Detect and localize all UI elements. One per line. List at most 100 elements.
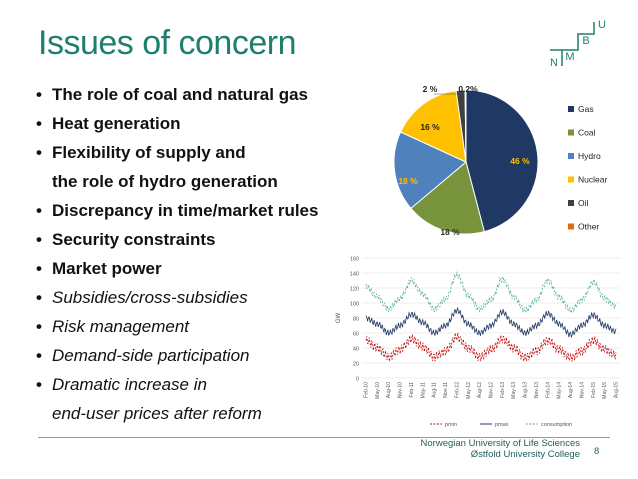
y-tick-label: 60 (353, 332, 359, 338)
chart-background (330, 250, 625, 432)
x-tick-label: Feb-10 (364, 382, 370, 398)
legend-label-other: Other (578, 222, 599, 232)
bullet-symbol: • (36, 230, 42, 249)
x-tick-label: May-10 (375, 382, 381, 399)
energy-mix-pie-chart: 46 % 18 % 18 % 16 % 2 % 0.2% Gas Coal Hydro Nucle… (393, 84, 607, 237)
x-tick-label: Aug-13 (523, 382, 529, 398)
bullet-list: • The role of coal and natural gas • Heat g… (36, 80, 318, 428)
logo-letter: N (550, 57, 558, 69)
bullet-item: end-user prices after reform (36, 399, 318, 428)
bullet-symbol: • (36, 201, 42, 220)
x-tick-label: Feb-13 (500, 382, 506, 398)
bullet-item: • Subsidies/cross-subsidies (36, 283, 318, 312)
footer: Norwegian University of Life Sciences Øs… (420, 438, 580, 460)
y-tick-label: 100 (350, 302, 359, 308)
footer-institution-1: Norwegian University of Life Sciences (420, 438, 580, 449)
y-tick-label: 20 (353, 362, 359, 368)
legend-label-consumption: consumption (541, 422, 572, 428)
pie-label-other: 0.2% (458, 84, 478, 94)
x-tick-label: Aug-10 (386, 382, 392, 398)
bullet-symbol: • (36, 288, 42, 307)
x-tick-label: May-15 (602, 382, 608, 399)
bullet-text: Security constraints (52, 230, 216, 249)
logo-letter: U (598, 20, 606, 31)
y-tick-label: 140 (350, 272, 359, 278)
bullet-item: • Security constraints (36, 225, 318, 254)
bullet-symbol: • (36, 375, 42, 394)
x-tick-label: May-11 (420, 382, 426, 399)
footer-institution-2: Østfold University College (470, 449, 580, 460)
pie-slice-hydro (393, 131, 467, 210)
y-tick-label: 160 (350, 257, 359, 263)
pie-slice-coal (410, 161, 485, 235)
series-line-pmin (365, 332, 617, 362)
legend-swatch (568, 200, 574, 206)
bullet-item: the role of hydro generation (36, 167, 318, 196)
x-tick-label: Feb-12 (454, 382, 460, 398)
x-tick-label: Nov-13 (534, 382, 540, 398)
x-tick-label: Aug-14 (568, 382, 574, 398)
y-tick-label: 0 (356, 377, 359, 383)
pie-slice-other (464, 89, 467, 163)
bullet-text: Discrepancy in time/market rules (52, 201, 319, 220)
x-tick-label: Feb-11 (409, 382, 415, 398)
x-tick-label: Nov-14 (579, 382, 585, 398)
y-tick-label: 40 (353, 347, 359, 353)
legend-swatch (568, 153, 574, 159)
legend-label-pmax: pmax (495, 422, 509, 428)
pie-slice-gas (465, 89, 539, 233)
x-tick-label: May-12 (466, 382, 472, 399)
bullet-symbol: • (36, 317, 42, 336)
bullet-text: Risk management (52, 317, 190, 336)
bullet-symbol: • (36, 85, 42, 104)
x-tick-label: Aug-15 (614, 382, 620, 398)
pie-label-oil: 2 % (423, 84, 438, 94)
x-tick-label: Aug-12 (477, 382, 483, 398)
logo-letter: M (565, 51, 574, 63)
x-tick-label: Aug-11 (432, 382, 438, 398)
bullet-item: • The role of coal and natural gas (36, 80, 318, 109)
bullet-symbol: • (36, 259, 42, 278)
bullet-text: Dramatic increase in (52, 375, 207, 394)
bullet-symbol: • (36, 346, 42, 365)
legend-swatch (568, 223, 574, 230)
y-axis-label: GW (336, 313, 342, 324)
legend-swatch (568, 106, 574, 112)
legend-label-nuclear: Nuclear (578, 175, 607, 185)
series-line-pmax (365, 306, 617, 339)
y-tick-label: 80 (353, 317, 359, 323)
bullet-text: Heat generation (52, 114, 181, 133)
legend-label-hydro: Hydro (578, 151, 601, 161)
x-tick-label: Nov-11 (443, 382, 449, 398)
bullet-symbol: • (36, 143, 42, 162)
bullet-text: end-user prices after reform (52, 404, 262, 423)
bullet-item: • Heat generation (36, 109, 318, 138)
legend-label-coal: Coal (578, 128, 596, 138)
x-tick-label: Feb-14 (545, 382, 551, 398)
pie-label-hydro: 18 % (398, 176, 418, 186)
bullet-item: • Flexibility of supply and (36, 138, 318, 167)
slide-title: Issues of concern (38, 24, 296, 62)
bullet-text: Demand-side participation (52, 346, 250, 365)
bullet-text: Subsidies/cross-subsidies (52, 288, 248, 307)
bullet-item: • Risk management (36, 312, 318, 341)
legend-label-gas: Gas (578, 104, 594, 114)
legend-swatch (568, 129, 574, 136)
legend-label-pmin: pmin (445, 422, 457, 428)
x-tick-label: May-13 (511, 382, 517, 399)
legend-swatch (568, 176, 574, 183)
series-line-consumption (365, 271, 617, 315)
bullet-text: the role of hydro generation (52, 172, 278, 191)
bullet-item: • Discrepancy in time/market rules (36, 196, 318, 225)
legend-label-oil: Oil (578, 198, 589, 208)
x-tick-label: Nov-12 (489, 382, 495, 398)
x-tick-label: Nov-10 (398, 382, 404, 398)
bullet-symbol: • (36, 114, 42, 133)
pie-label-coal: 18 % (440, 227, 460, 237)
x-tick-label: Feb-15 (591, 382, 597, 398)
logo-letter: B (582, 35, 589, 47)
power-demand-line-chart: 0 20 40 60 80 100 120 140 160 GW Feb-10 May-10 Aug-1… (330, 250, 625, 432)
bullet-item: • Market power (36, 254, 318, 283)
bullet-item: • Dramatic increase in (36, 370, 318, 399)
footer-divider (38, 437, 610, 438)
